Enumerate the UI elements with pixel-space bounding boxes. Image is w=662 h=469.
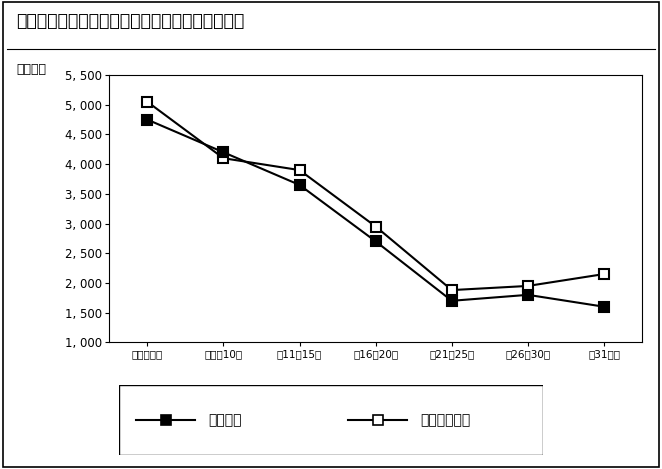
Line: 成約物件: 成約物件 — [142, 115, 609, 311]
Text: 図表６－１　中古マンションの築年帯別平均価格: 図表６－１ 中古マンションの築年帯別平均価格 — [17, 12, 245, 30]
新規登録物件 — [220, 155, 228, 161]
Line: 新規登録物件: 新規登録物件 — [142, 97, 609, 295]
新規登録物件 — [600, 271, 608, 277]
新規登録物件 — [296, 167, 304, 173]
新規登録物件 — [524, 283, 532, 289]
成約物件 — [372, 239, 380, 244]
新規登録物件 — [372, 224, 380, 229]
新規登録物件 — [448, 287, 456, 293]
FancyBboxPatch shape — [119, 385, 543, 455]
新規登録物件 — [144, 99, 152, 105]
成約物件 — [524, 292, 532, 298]
Text: （万円）: （万円） — [17, 63, 46, 76]
成約物件 — [448, 298, 456, 303]
成約物件 — [600, 304, 608, 310]
成約物件 — [220, 150, 228, 155]
Text: 成約物件: 成約物件 — [208, 413, 242, 427]
FancyBboxPatch shape — [3, 2, 659, 467]
成約物件 — [296, 182, 304, 188]
成約物件 — [144, 117, 152, 122]
Text: 新規登録物件: 新規登録物件 — [420, 413, 470, 427]
